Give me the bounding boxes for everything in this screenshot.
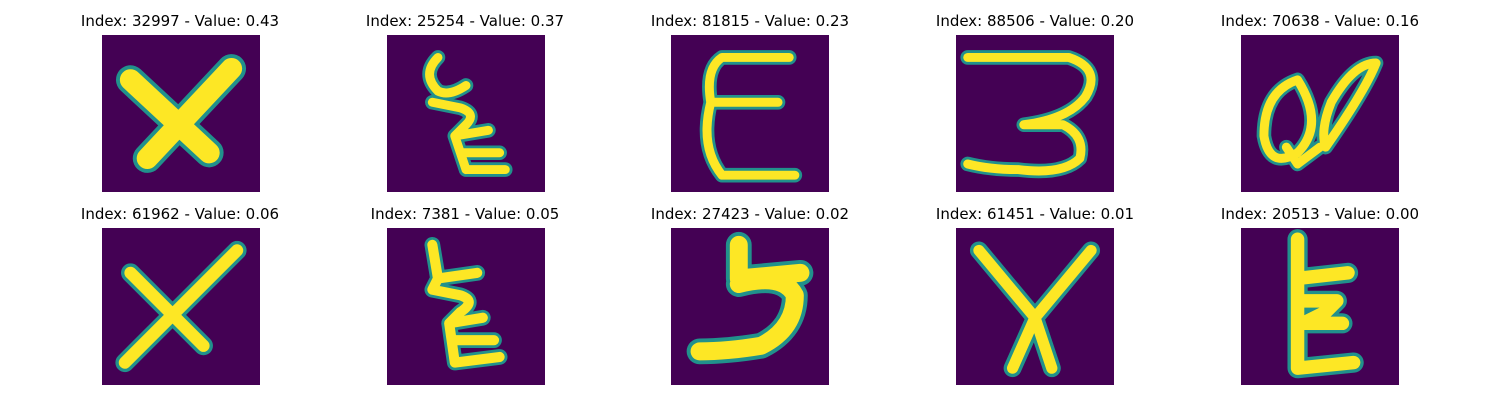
digit-image: [102, 228, 260, 385]
panel-title: Index: 70638 - Value: 0.16: [1220, 12, 1420, 30]
panel: Index: 61962 - Value: 0.06: [70, 205, 310, 385]
panel-title: Index: 7381 - Value: 0.05: [370, 205, 560, 223]
panel-title: Index: 20513 - Value: 0.00: [1220, 205, 1420, 223]
digit-image: [1241, 35, 1399, 192]
digit-image: [102, 35, 260, 192]
panel-title: Index: 61962 - Value: 0.06: [80, 205, 280, 223]
digit-image: [1241, 228, 1399, 385]
digit-image: [956, 228, 1114, 385]
panel: Index: 70638 - Value: 0.16: [1210, 12, 1450, 192]
panel: Index: 27423 - Value: 0.02: [640, 205, 880, 385]
digit-image: [387, 228, 545, 385]
panel-title: Index: 27423 - Value: 0.02: [650, 205, 850, 223]
panel: Index: 81815 - Value: 0.23: [640, 12, 880, 192]
panel: Index: 88506 - Value: 0.20: [925, 12, 1165, 192]
x-thin-icon: [115, 240, 247, 373]
e-bar-icon: [1287, 229, 1364, 379]
panel-title: Index: 25254 - Value: 0.37: [365, 12, 565, 30]
epsilon-icon: [699, 50, 803, 183]
three-icon: [960, 50, 1099, 179]
panel-title: Index: 88506 - Value: 0.20: [935, 12, 1135, 30]
panel: Index: 7381 - Value: 0.05: [355, 205, 595, 385]
panel: Index: 25254 - Value: 0.37: [355, 12, 595, 192]
scribble-e-icon: [422, 50, 513, 177]
panel-title: Index: 81815 - Value: 0.23: [650, 12, 850, 30]
panel: Index: 61451 - Value: 0.01: [925, 205, 1165, 385]
x-thick-icon: [115, 54, 247, 173]
panel: Index: 32997 - Value: 0.43: [70, 12, 310, 192]
digit-image: [671, 35, 829, 192]
scribble-e-icon: [424, 236, 508, 371]
panel: Index: 20513 - Value: 0.00: [1210, 205, 1450, 385]
panel-title: Index: 61451 - Value: 0.01: [935, 205, 1135, 223]
x-thin-icon: [969, 241, 1101, 378]
digit-image: [671, 228, 829, 385]
digit-image: [387, 35, 545, 192]
five-icon: [686, 231, 814, 365]
double-loop-icon: [1256, 55, 1384, 172]
digit-image: [956, 35, 1114, 192]
panel-title: Index: 32997 - Value: 0.43: [80, 12, 280, 30]
